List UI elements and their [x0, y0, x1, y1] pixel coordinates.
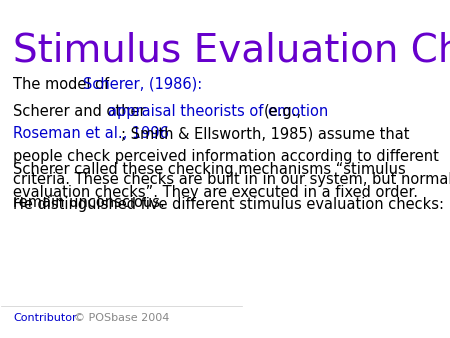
- Text: Contributor: Contributor: [14, 313, 77, 323]
- Text: Roseman et al., 1996: Roseman et al., 1996: [14, 126, 169, 141]
- Text: remain unconscious.: remain unconscious.: [14, 195, 165, 210]
- Text: people check perceived information according to different: people check perceived information accor…: [14, 149, 439, 164]
- Text: Scherer, (1986):: Scherer, (1986):: [83, 77, 202, 92]
- Text: evaluation checks”. They are executed in a fixed order.: evaluation checks”. They are executed in…: [14, 185, 418, 200]
- Text: ; Smith & Ellsworth, 1985) assume that: ; Smith & Ellsworth, 1985) assume that: [121, 126, 410, 141]
- Text: Scherer called these checking mechanisms “stimulus: Scherer called these checking mechanisms…: [14, 162, 406, 177]
- Text: (e.g.,: (e.g.,: [264, 104, 302, 119]
- Text: © POSbase 2004: © POSbase 2004: [74, 313, 170, 323]
- Text: He distinguished five different stimulus evaluation checks:: He distinguished five different stimulus…: [14, 197, 445, 213]
- Text: criteria. These checks are built in in our system, but normally: criteria. These checks are built in in o…: [14, 172, 450, 187]
- Text: appraisal theorists of emotion: appraisal theorists of emotion: [108, 104, 333, 119]
- Text: Stimulus Evaluation Checks: Stimulus Evaluation Checks: [14, 31, 450, 70]
- Text: Scherer and other: Scherer and other: [14, 104, 151, 119]
- Text: The model of: The model of: [14, 77, 114, 92]
